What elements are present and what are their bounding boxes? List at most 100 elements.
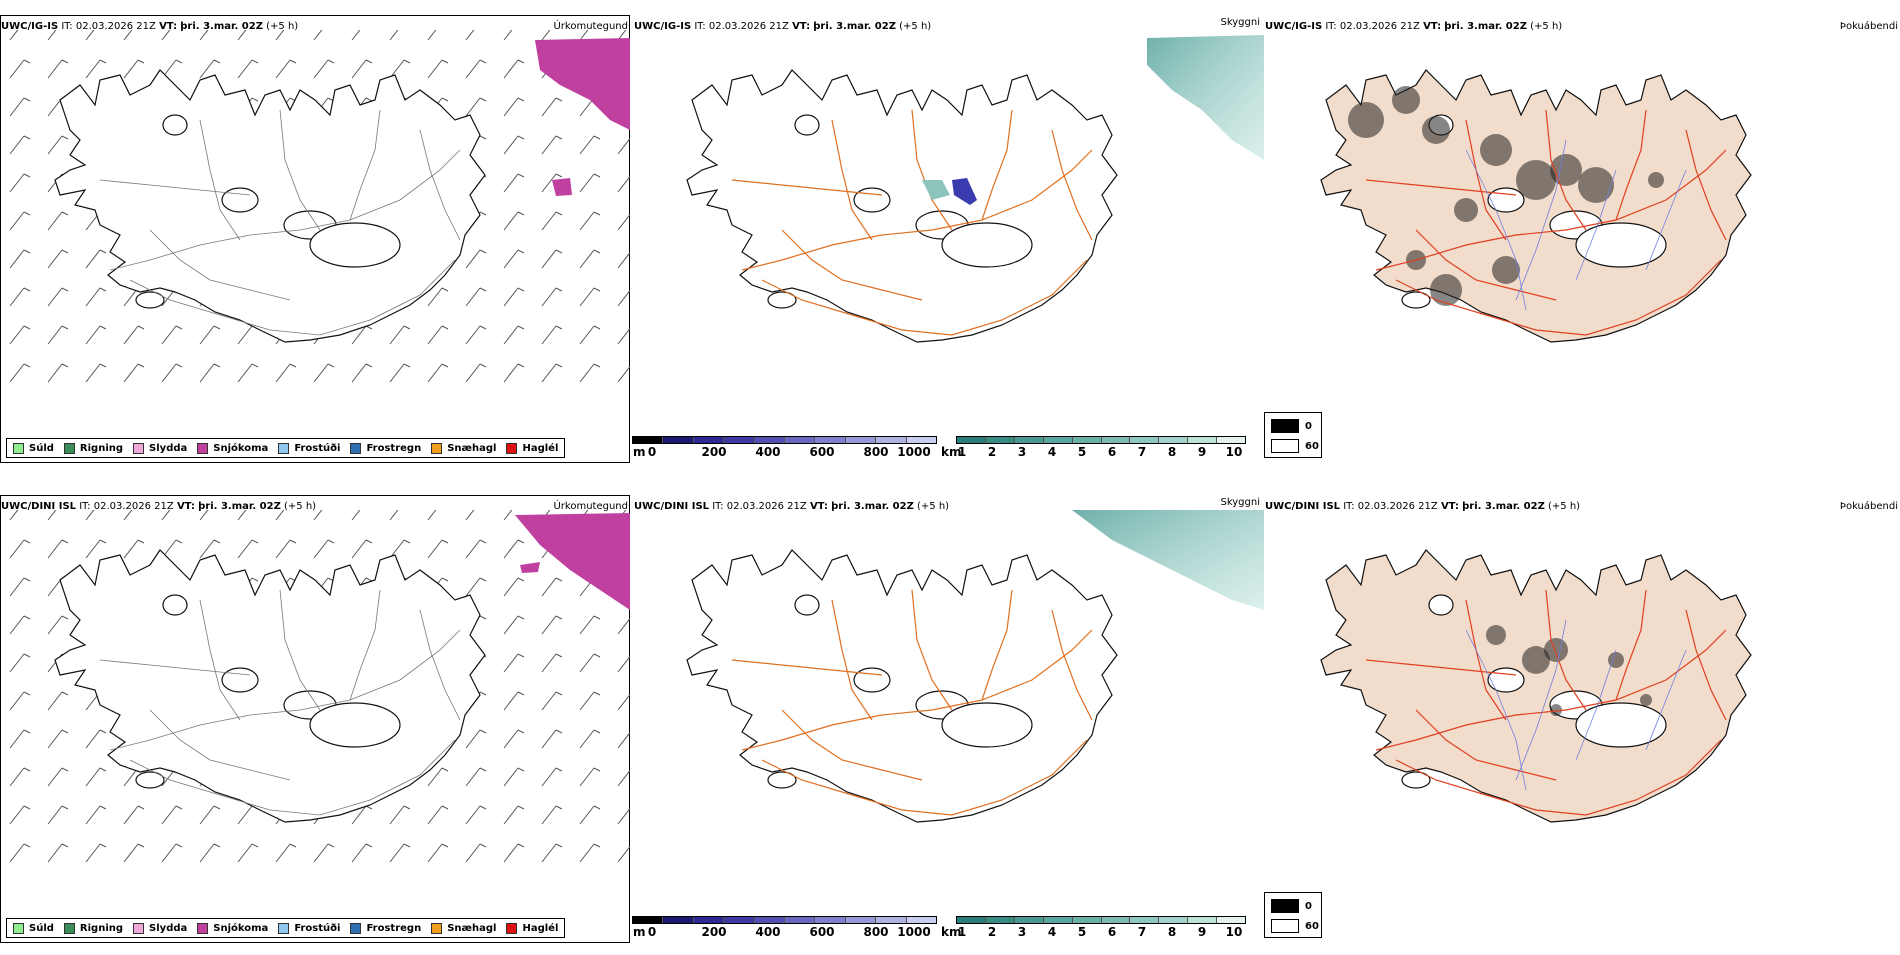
road-lines (1365, 109, 1727, 336)
road-line (1685, 609, 1727, 721)
wind-barb (465, 729, 481, 749)
road-line (741, 629, 1093, 751)
wind-barb (237, 805, 253, 825)
wind-barb (579, 30, 589, 41)
wind-barb (199, 805, 215, 825)
wind-barb-flag (213, 363, 221, 368)
vis-patch (922, 180, 950, 200)
wind-barb (503, 615, 519, 635)
river-line (1575, 169, 1617, 281)
wind-barb-flag (517, 805, 525, 810)
road-line (109, 149, 461, 271)
wind-barb-flag (479, 135, 487, 140)
road-line (911, 589, 953, 711)
legend-item: Frostúði (278, 922, 340, 934)
wind-barb (617, 807, 630, 825)
wind-barb-flag (175, 805, 183, 810)
wind-barb-flag (23, 539, 31, 544)
wind-barb (313, 843, 329, 863)
road-line (1615, 109, 1647, 221)
wind-barb (9, 767, 25, 787)
wind-barb-flag (61, 287, 69, 292)
snow-area (535, 38, 630, 130)
wind-barb (9, 363, 25, 383)
wind-barb-flag (23, 211, 31, 216)
wind-barb (161, 363, 177, 383)
wind-barb (47, 615, 63, 635)
wind-barb (85, 363, 101, 383)
legend-item: Snæhagl (431, 922, 496, 934)
wind-barb (541, 805, 557, 825)
row-dini-isl: UWC/DINI ISL IT: 02.03.2026 21Z VT: þri.… (0, 480, 1900, 955)
wind-barb-flag (99, 363, 107, 368)
wind-barb (351, 510, 361, 521)
wind-barb (389, 843, 405, 863)
glacier-outline (1401, 771, 1431, 789)
wind-barb (313, 363, 329, 383)
wind-barb (47, 539, 63, 559)
cloud-base-area (952, 178, 977, 205)
wind-barb (9, 249, 25, 269)
visibility-panel: UWC/DINI ISL IT: 02.03.2026 21Z VT: þri.… (632, 480, 1264, 955)
wind-barb (313, 30, 323, 41)
road-line (1365, 179, 1517, 196)
wind-barb-flag (441, 363, 449, 368)
wind-barb (47, 325, 63, 345)
wind-barb (465, 97, 481, 117)
fog-panel: UWC/IG-IS IT: 02.03.2026 21Z VT: þri. 3.… (1264, 0, 1900, 475)
wind-barb (427, 59, 443, 79)
wind-barb (161, 843, 177, 863)
iceland-outline (54, 69, 486, 343)
river-line (1465, 149, 1527, 311)
wind-barb (427, 805, 443, 825)
visibility-title: Skyggni (1220, 17, 1260, 28)
wind-barb-flag (517, 59, 525, 64)
wind-barb (47, 249, 63, 269)
fog-spot (1578, 167, 1614, 203)
wind-barb (9, 539, 25, 559)
wind-barb-flag (23, 135, 31, 140)
river-line (1645, 649, 1687, 751)
wind-barb (9, 173, 25, 193)
wind-barb (541, 325, 557, 345)
wind-barb (503, 287, 519, 307)
wind-barb-flag (61, 59, 69, 64)
wind-barb (47, 729, 63, 749)
wind-barb (503, 539, 519, 559)
iceland-coast (1320, 549, 1752, 823)
glacier-outline (794, 594, 820, 616)
fog-title: Þokuábendi (1839, 501, 1898, 512)
river-line (1515, 139, 1567, 301)
vis-unit: km (941, 445, 962, 459)
wind-barb-flag (555, 767, 563, 772)
wind-barb (503, 363, 519, 383)
wind-barb-flag (479, 287, 487, 292)
wind-barb (541, 615, 557, 635)
wind-barb (47, 30, 57, 41)
wind-barb (199, 59, 215, 79)
iceland-outline (1320, 549, 1752, 823)
wind-barb (351, 805, 367, 825)
wind-barb-flag (441, 59, 449, 64)
wind-barb (351, 325, 367, 345)
wind-barb-flag (61, 691, 69, 696)
wind-barb-flag (593, 691, 601, 696)
wind-barb-flag (593, 767, 601, 772)
wind-barb (123, 59, 139, 79)
wind-barb (503, 653, 519, 673)
wind-barb (579, 729, 595, 749)
wind-barb-flag (593, 363, 601, 368)
wind-barb (389, 325, 405, 345)
road-line (1615, 589, 1647, 701)
wind-barb (503, 249, 519, 269)
wind-barb (465, 363, 481, 383)
wind-barb (427, 539, 443, 559)
wind-barb-flag (555, 729, 563, 734)
wind-barb (85, 59, 101, 79)
road-lines (731, 589, 1093, 816)
wind-barb-flag (327, 539, 335, 544)
wind-barb (579, 173, 595, 193)
wind-barb (237, 59, 253, 79)
glacier-outline (221, 187, 259, 213)
wind-barb (541, 729, 557, 749)
